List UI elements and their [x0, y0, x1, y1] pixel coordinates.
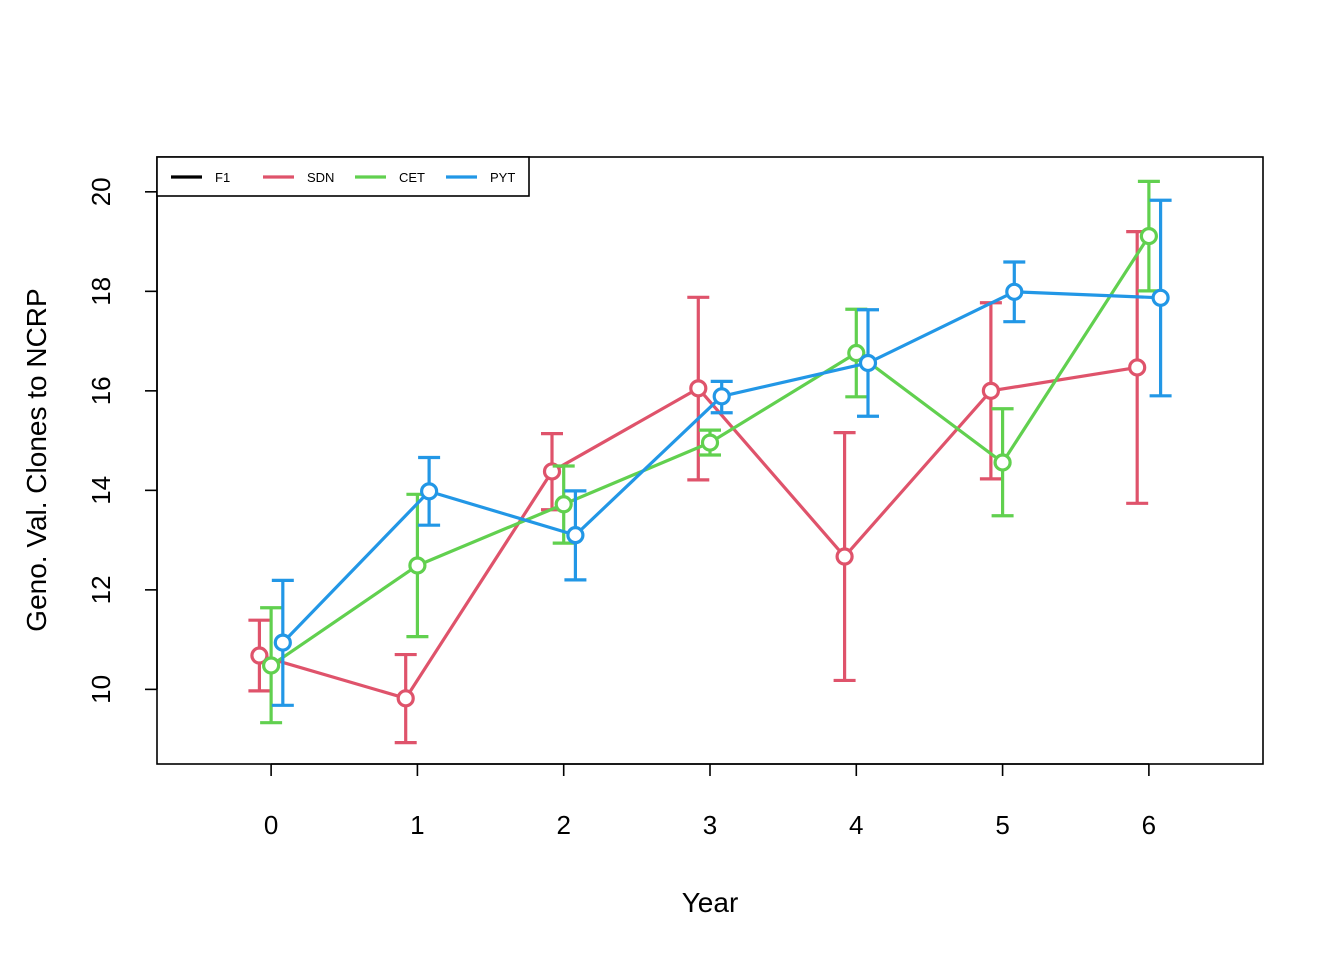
legend-item-pyt: PYT [446, 170, 515, 185]
point-cet-2 [554, 495, 573, 514]
point-pyt-0 [273, 633, 292, 652]
x-tick-label-4: 4 [849, 810, 863, 840]
point-cet-3 [700, 433, 720, 452]
series-sdn [248, 230, 1149, 745]
point-pyt-1 [420, 482, 439, 501]
point-cet-6 [1139, 227, 1158, 246]
legend-label-sdn: SDN [307, 170, 334, 185]
series-layer [248, 179, 1172, 745]
point-cet-1 [408, 556, 427, 575]
point-sdn-2 [542, 462, 562, 481]
y-tick-label-10: 10 [86, 675, 116, 704]
point-sdn-6 [1128, 358, 1147, 377]
point-pyt-4 [858, 353, 878, 373]
point-sdn-3 [689, 379, 708, 398]
point-cet-4 [847, 343, 866, 363]
x-tick-label-3: 3 [703, 810, 717, 840]
y-tick-label-12: 12 [86, 575, 116, 604]
point-pyt-6 [1151, 288, 1170, 307]
legend-item-sdn: SDN [263, 170, 334, 185]
legend-item-cet: CET [355, 170, 425, 185]
legend-label-pyt: PYT [490, 170, 515, 185]
point-sdn-1 [396, 689, 415, 708]
point-pyt-2 [566, 526, 585, 545]
legend-label-f1: F1 [215, 170, 230, 185]
y-tick-label-16: 16 [86, 376, 116, 405]
x-tick-label-0: 0 [264, 810, 278, 840]
legend: F1 SDN CET PYT [156, 156, 530, 197]
point-cet-5 [993, 453, 1012, 472]
point-sdn-5 [981, 381, 1000, 400]
series-line-pyt [281, 290, 1161, 644]
x-tick-label-6: 6 [1142, 810, 1156, 840]
x-axis-title: Year [682, 887, 739, 918]
series-cet [260, 179, 1160, 725]
point-pyt-3 [712, 387, 731, 406]
point-sdn-0 [250, 646, 269, 665]
series-pyt [271, 198, 1172, 707]
point-pyt-5 [1005, 282, 1024, 301]
x-tick-label-5: 5 [995, 810, 1009, 840]
y-tick-label-18: 18 [86, 277, 116, 306]
y-axis-title: Geno. Val. Clones to NCRP [21, 288, 52, 631]
legend-label-cet: CET [399, 170, 425, 185]
y-tick-label-14: 14 [86, 476, 116, 505]
x-tick-label-1: 1 [410, 810, 424, 840]
y-axis: 10 12 14 16 18 20 [86, 177, 158, 704]
point-cet-0 [262, 656, 281, 675]
point-sdn-4 [835, 547, 854, 566]
legend-item-f1: F1 [171, 170, 230, 185]
y-tick-label-20: 20 [86, 177, 116, 206]
x-axis: 0 1 2 3 4 5 6 [264, 763, 1156, 840]
x-tick-label-2: 2 [556, 810, 570, 840]
